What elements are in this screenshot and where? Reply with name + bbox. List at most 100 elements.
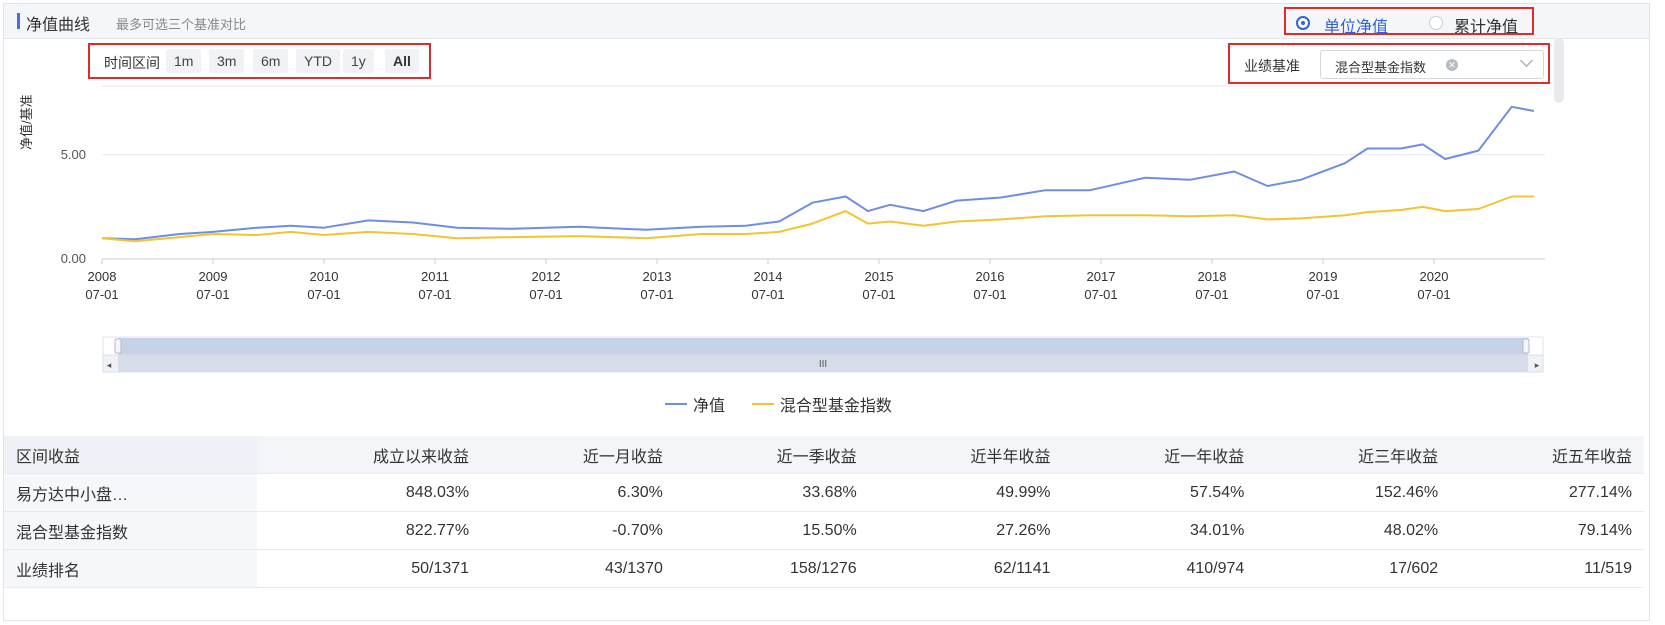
x-tick-year: 2008 bbox=[88, 269, 117, 284]
table-cell: 79.14% bbox=[1450, 511, 1644, 550]
table-cell: 27.26% bbox=[868, 511, 1063, 550]
zoom-grip-icon: III bbox=[819, 359, 827, 370]
table-cell: 822.77% bbox=[257, 511, 482, 550]
chart-legend: 净值 混合型基金指数 bbox=[665, 392, 892, 416]
x-tick-date: 07-01 bbox=[751, 287, 784, 302]
index-series-line bbox=[101, 195, 1534, 243]
panel-subtitle: 最多可选三个基准对比 bbox=[116, 17, 247, 32]
table-cell: 49.99% bbox=[868, 473, 1063, 512]
table-row: 易方达中小盘… 848.03% 6.30% 33.68% 49.99% 57.5… bbox=[4, 473, 1644, 512]
table-cell: 62/1141 bbox=[868, 549, 1063, 588]
benchmark-dropdown[interactable]: 混合型基金指数 ✕ bbox=[1320, 50, 1544, 79]
time-range-label: 时间区间 bbox=[104, 55, 160, 71]
cumulative-nav-label[interactable]: 累计净值 bbox=[1454, 19, 1519, 36]
table-cell: 848.03% bbox=[257, 473, 482, 512]
panel-header: 净值曲线 最多可选三个基准对比 单位净值 累计净值 bbox=[4, 4, 1649, 39]
time-ytd-button[interactable]: YTD bbox=[296, 49, 340, 73]
table-header-cell: 近五年收益 bbox=[1450, 436, 1644, 474]
x-tick-year: 2019 bbox=[1309, 269, 1338, 284]
page-scrollbar[interactable] bbox=[1554, 38, 1564, 103]
returns-table: 区间收益 成立以来收益 近一月收益 近一季收益 近半年收益 近一年收益 近三年收… bbox=[4, 436, 1644, 588]
x-tick-date: 07-01 bbox=[529, 287, 562, 302]
y-tick-label: 5.00 bbox=[61, 147, 86, 162]
zoom-slider-range bbox=[118, 338, 1528, 356]
x-tick-year: 2015 bbox=[865, 269, 894, 284]
table-cell: 34.01% bbox=[1062, 511, 1257, 550]
x-tick-year: 2014 bbox=[754, 269, 783, 284]
table-cell: 57.54% bbox=[1062, 473, 1257, 512]
table-cell: -0.70% bbox=[481, 511, 675, 550]
x-tick-year: 2017 bbox=[1087, 269, 1116, 284]
x-tick-date: 07-01 bbox=[196, 287, 229, 302]
table-cell: 17/602 bbox=[1256, 549, 1451, 588]
legend-index-swatch bbox=[751, 403, 774, 405]
x-tick-date: 07-01 bbox=[973, 287, 1006, 302]
y-tick-label: 0.00 bbox=[61, 251, 86, 266]
table-cell: 277.14% bbox=[1450, 473, 1644, 512]
table-cell: 158/1276 bbox=[674, 549, 869, 588]
table-header-cell: 近半年收益 bbox=[868, 436, 1063, 474]
x-tick-date: 07-01 bbox=[862, 287, 895, 302]
table-header-cell: 区间收益 bbox=[4, 436, 258, 474]
scroll-right-arrow-icon: ▸ bbox=[1535, 360, 1540, 370]
panel-title: 净值曲线 bbox=[26, 17, 91, 34]
x-tick-year: 2013 bbox=[643, 269, 672, 284]
title-accent-bar bbox=[17, 13, 20, 29]
table-cell: 410/974 bbox=[1062, 549, 1257, 588]
table-cell: 43/1370 bbox=[481, 549, 675, 588]
benchmark-selector: 业绩基准 混合型基金指数 ✕ bbox=[1228, 43, 1550, 84]
table-cell: 15.50% bbox=[674, 511, 869, 550]
x-tick-date: 07-01 bbox=[307, 287, 340, 302]
time-6m-button[interactable]: 6m bbox=[253, 49, 289, 73]
table-cell: 6.30% bbox=[481, 473, 675, 512]
x-tick-date: 07-01 bbox=[1306, 287, 1339, 302]
x-tick-year: 2018 bbox=[1198, 269, 1227, 284]
x-tick-year: 2010 bbox=[310, 269, 339, 284]
table-cell: 混合型基金指数 bbox=[4, 511, 258, 550]
x-tick-year: 2009 bbox=[199, 269, 228, 284]
zoom-scroll-thumb bbox=[118, 355, 1528, 372]
benchmark-value: 混合型基金指数 bbox=[1335, 60, 1427, 75]
table-cell: 152.46% bbox=[1256, 473, 1451, 512]
x-tick-date: 07-01 bbox=[1417, 287, 1450, 302]
unit-nav-radio[interactable] bbox=[1296, 16, 1310, 30]
table-header-cell: 近一季收益 bbox=[674, 436, 869, 474]
cumulative-nav-radio[interactable] bbox=[1429, 16, 1443, 30]
x-tick-year: 2011 bbox=[421, 269, 449, 284]
time-range-selector: 时间区间 1m 3m 6m YTD 1y All bbox=[88, 43, 431, 79]
time-3m-button[interactable]: 3m bbox=[209, 49, 245, 73]
time-all-button[interactable]: All bbox=[385, 49, 419, 73]
table-cell: 易方达中小盘… bbox=[4, 473, 258, 512]
table-header-cell: 近一年收益 bbox=[1062, 436, 1257, 474]
table-cell: 50/1371 bbox=[257, 549, 482, 588]
time-1y-button[interactable]: 1y bbox=[343, 49, 374, 73]
x-tick-date: 07-01 bbox=[1195, 287, 1228, 302]
x-tick-date: 07-01 bbox=[85, 287, 118, 302]
unit-nav-label[interactable]: 单位净值 bbox=[1324, 19, 1389, 36]
x-tick-date: 07-01 bbox=[1084, 287, 1117, 302]
time-1m-button[interactable]: 1m bbox=[166, 49, 202, 73]
zoom-handle-right bbox=[1522, 338, 1530, 354]
legend-nav-label[interactable]: 净值 bbox=[693, 398, 726, 415]
x-tick-year: 2016 bbox=[976, 269, 1005, 284]
table-row: 业绩排名 50/1371 43/1370 158/1276 62/1141 41… bbox=[4, 549, 1644, 588]
table-cell: 48.02% bbox=[1256, 511, 1451, 550]
table-header-cell: 成立以来收益 bbox=[257, 436, 482, 474]
legend-index-label[interactable]: 混合型基金指数 bbox=[779, 398, 892, 415]
x-tick-year: 2012 bbox=[532, 269, 561, 284]
table-cell: 33.68% bbox=[674, 473, 869, 512]
table-header-cell: 近三年收益 bbox=[1256, 436, 1451, 474]
zoom-handle-left bbox=[114, 338, 122, 354]
scroll-left-arrow-icon: ◂ bbox=[107, 360, 112, 370]
table-cell: 11/519 bbox=[1450, 549, 1644, 588]
table-header-row: 区间收益 成立以来收益 近一月收益 近一季收益 近半年收益 近一年收益 近三年收… bbox=[4, 436, 1644, 474]
legend-nav-swatch bbox=[665, 403, 687, 405]
benchmark-label: 业绩基准 bbox=[1244, 58, 1300, 74]
clear-icon[interactable]: ✕ bbox=[1446, 59, 1458, 71]
table-row: 混合型基金指数 822.77% -0.70% 15.50% 27.26% 34.… bbox=[4, 511, 1644, 550]
x-tick-year: 2020 bbox=[1420, 269, 1449, 284]
x-tick-date: 07-01 bbox=[418, 287, 451, 302]
x-tick-date: 07-01 bbox=[640, 287, 673, 302]
